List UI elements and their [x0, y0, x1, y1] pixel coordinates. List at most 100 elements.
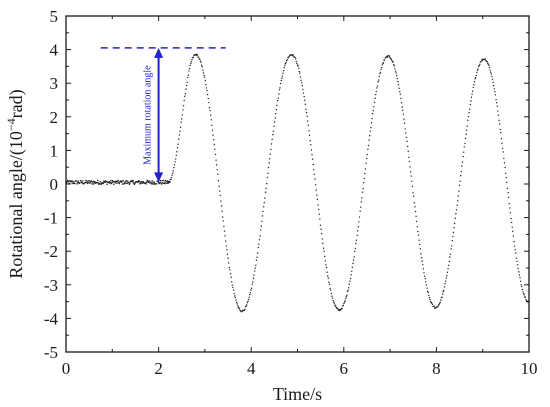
data-point [458, 184, 461, 186]
y-tick-labels: -5 -4 -3 -2 -1 0 1 2 3 4 5 [44, 7, 59, 362]
data-point [224, 235, 226, 237]
data-point [488, 64, 490, 67]
data-point [225, 245, 228, 247]
data-point [439, 301, 441, 303]
data-point [330, 292, 333, 295]
data-point [386, 56, 389, 58]
data-point [409, 171, 412, 173]
data-point [427, 291, 429, 294]
data-point [220, 200, 222, 202]
data-point [456, 204, 458, 207]
data-point [452, 235, 454, 238]
data-point [267, 166, 270, 169]
data-point [217, 180, 220, 182]
data-point [377, 79, 380, 81]
data-point [358, 216, 361, 218]
data-point [235, 299, 237, 301]
data-point [467, 119, 469, 122]
data-point [233, 292, 235, 295]
data-point [206, 89, 208, 92]
data-point [312, 163, 314, 166]
data-point [195, 54, 197, 57]
data-point [517, 267, 519, 270]
data-point [392, 61, 394, 63]
data-point [490, 73, 492, 75]
data-point [276, 104, 278, 107]
data-point [269, 153, 272, 155]
data-point [459, 180, 461, 182]
data-point [150, 181, 152, 184]
data-point [228, 266, 231, 269]
data-point [461, 165, 463, 167]
data-point [498, 123, 501, 125]
data-point [414, 210, 417, 213]
data-point [501, 142, 503, 144]
data-point [380, 68, 382, 71]
data-point [417, 230, 419, 233]
data-point [486, 60, 488, 63]
data-point [265, 187, 267, 190]
data-point [371, 112, 374, 115]
data-point [339, 309, 341, 312]
data-point [359, 210, 361, 212]
data-point [253, 274, 255, 276]
data-point [68, 180, 70, 183]
data-point [66, 179, 69, 182]
data-point [187, 74, 190, 76]
data-point [508, 202, 510, 205]
data-point [492, 84, 495, 87]
data-point [180, 121, 182, 123]
data-point [392, 64, 395, 66]
data-point [177, 143, 179, 145]
data-point [110, 182, 113, 185]
data-point [399, 93, 402, 95]
data-point [112, 181, 114, 183]
data-point [425, 284, 428, 286]
data-point [449, 256, 451, 258]
data-point [343, 302, 345, 305]
x-tick-label: 10 [521, 359, 538, 378]
data-point [145, 183, 147, 185]
data-point [284, 64, 286, 67]
data-point [66, 181, 68, 183]
data-point [472, 86, 474, 89]
data-point [319, 224, 322, 226]
data-point [458, 190, 460, 192]
max-rotation-label: Maximum rotation angle [142, 65, 153, 165]
data-point [305, 111, 308, 114]
data-point [281, 75, 284, 77]
data-point [341, 307, 343, 310]
data-point [173, 166, 175, 169]
data-point [294, 56, 296, 59]
data-point [261, 215, 264, 217]
data-point [454, 217, 456, 219]
data-point [273, 121, 276, 123]
data-point [88, 180, 91, 182]
data-point [114, 181, 117, 184]
data-point [316, 194, 318, 196]
data-point [465, 129, 468, 131]
annotation-group: Maximum rotation angle [100, 47, 226, 183]
data-point [113, 183, 115, 186]
data-point [147, 181, 149, 183]
data-point [420, 257, 423, 259]
y-tick-label: -1 [44, 209, 58, 228]
data-point [345, 297, 347, 300]
data-point [121, 180, 123, 183]
data-point [371, 117, 373, 120]
data-point [455, 212, 457, 215]
data-point [497, 114, 500, 116]
data-point [203, 76, 206, 78]
data-point [204, 79, 206, 82]
data-point [126, 182, 128, 185]
data-point [522, 293, 525, 295]
data-point [199, 58, 201, 60]
data-point [429, 298, 431, 301]
data-point [437, 306, 439, 308]
y-tick-label: 2 [50, 108, 59, 127]
data-point [219, 194, 221, 197]
data-point [488, 66, 491, 69]
data-point [481, 59, 483, 62]
data-point [477, 65, 480, 68]
data-point [332, 299, 334, 302]
